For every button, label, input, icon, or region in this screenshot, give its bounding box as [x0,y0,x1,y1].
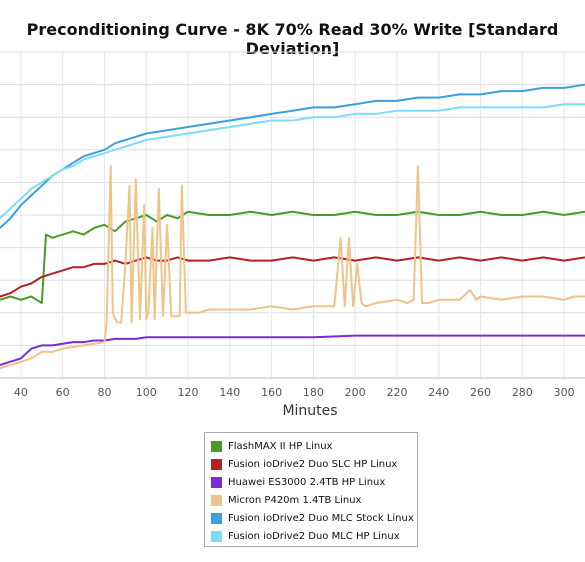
series-line [0,210,585,304]
x-tick-label: 200 [345,386,366,399]
x-tick-label: 60 [56,386,70,399]
series-line [0,256,585,298]
x-axis-label: Minutes [282,403,338,419]
legend-swatch [211,512,222,524]
legend-label: FlashMAX II HP Linux [228,440,333,452]
legend-entry: Fusion ioDrive2 Duo MLC Stock Linux [211,509,414,527]
legend-label: Fusion ioDrive2 Duo SLC HP Linux [228,458,398,470]
x-tick-label: 40 [14,386,28,399]
x-tick-label: 100 [136,386,157,399]
x-tick-label: 80 [97,386,111,399]
legend-entry: Micron P420m 1.4TB Linux [211,491,411,509]
x-tick-label: 260 [470,386,491,399]
x-tick-label: 180 [303,386,324,399]
legend-entry: Fusion ioDrive2 Duo SLC HP Linux [211,455,411,473]
x-tick-label: 120 [178,386,199,399]
series-line [0,103,585,220]
x-tick-label: 300 [554,386,575,399]
x-tick-label: 160 [261,386,282,399]
chart-legend: FlashMAX II HP Linux Fusion ioDrive2 Duo … [204,432,418,547]
x-tick-label: 240 [428,386,449,399]
legend-entry: Fusion ioDrive2 Duo MLC HP Linux [211,527,411,545]
series-line [0,165,585,370]
x-tick-label: 140 [219,386,240,399]
legend-label: Huawei ES3000 2.4TB HP Linux [228,476,386,488]
legend-label: Micron P420m 1.4TB Linux [228,494,362,506]
x-tick-labels: 40 60 80 100 120 140 160 180 200 220 240 260 280 300 [14,386,575,399]
legend-swatch [211,440,222,452]
legend-swatch [211,476,222,488]
chart-grid [0,51,585,379]
legend-entry: Huawei ES3000 2.4TB HP Linux [211,473,411,491]
x-tick-label: 220 [386,386,407,399]
legend-swatch [211,494,222,506]
chart-series [0,83,585,370]
legend-label: Fusion ioDrive2 Duo MLC HP Linux [228,530,400,542]
legend-swatch [211,458,222,470]
legend-entry: FlashMAX II HP Linux [211,437,411,455]
line-chart: 40 60 80 100 120 140 160 180 200 220 240 260 280 300 [0,51,585,399]
series-line [0,334,585,366]
x-tick-label: 280 [512,386,533,399]
legend-swatch [211,530,222,542]
chart-title: Preconditioning Curve - 8K 70% Read 30% … [26,20,559,58]
series-line [0,83,585,229]
legend-label: Fusion ioDrive2 Duo MLC Stock Linux [228,512,414,524]
